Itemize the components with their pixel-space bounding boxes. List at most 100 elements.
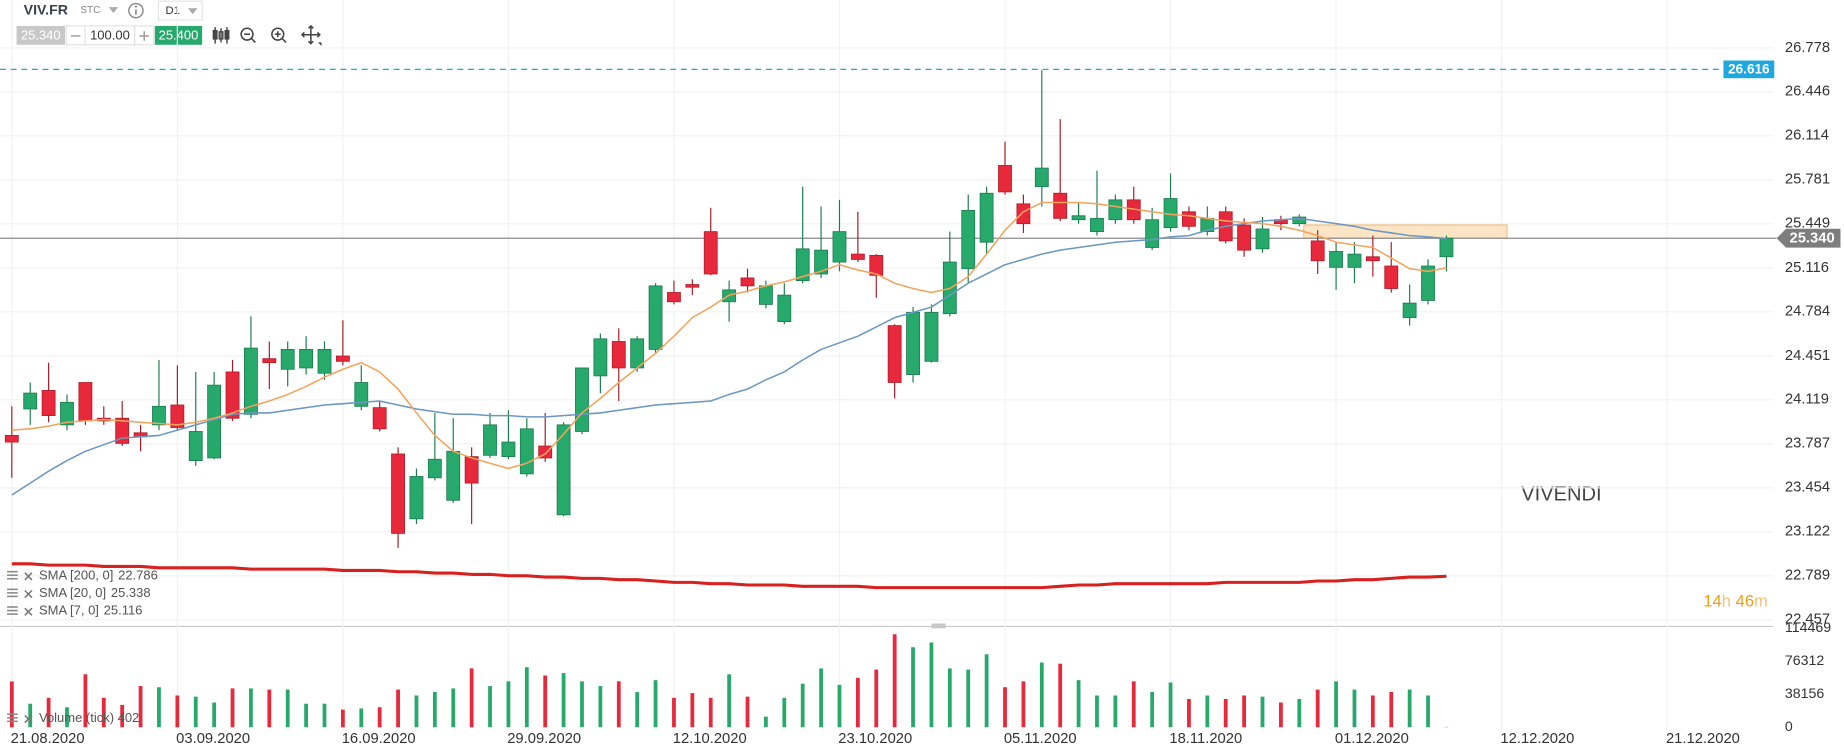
volume-bar (1242, 695, 1247, 728)
zoom-out-icon[interactable] (240, 27, 256, 43)
candle-body (740, 277, 755, 287)
volume-value[interactable]: 100.00 (90, 27, 130, 42)
chart-type-icon[interactable] (212, 27, 230, 44)
volume-bar (764, 716, 768, 728)
buy-price[interactable]: 25.400 (159, 27, 199, 42)
volume-bar (580, 681, 584, 728)
volume-bar (120, 704, 125, 728)
y-tick-label: 22.789 (1785, 568, 1830, 584)
legend-value: 402 (118, 710, 140, 725)
zoom-in-icon[interactable] (271, 27, 287, 43)
candle-body (78, 382, 93, 422)
volume-bar (1279, 702, 1283, 728)
candle-body (391, 453, 405, 534)
volume-bar (469, 668, 474, 728)
candle-body (1108, 199, 1123, 221)
price-label-box (1776, 228, 1841, 248)
legend-name: Volume (tick) (39, 710, 114, 725)
candle-body (777, 294, 792, 323)
volume-bar (892, 634, 897, 728)
candle-body (1182, 211, 1196, 227)
y-tick-label: 26.778 (1785, 40, 1830, 56)
move-icon[interactable] (300, 24, 322, 46)
market: STC (80, 5, 100, 16)
legend-icons[interactable] (7, 606, 33, 616)
candle-body (409, 476, 424, 520)
volume-bar (1352, 689, 1357, 728)
pane-handle[interactable] (931, 623, 946, 629)
y-tick-label: 24.784 (1785, 304, 1830, 320)
symbol[interactable]: VIV.FR (24, 2, 68, 18)
x-tick-label: 21.12.2020 (1666, 731, 1740, 747)
sma-line (11, 201, 1447, 470)
volume-bar (635, 691, 640, 728)
timeframe-box[interactable] (157, 0, 203, 21)
volume-bar (800, 683, 805, 728)
candle-body (60, 401, 74, 426)
sell-box[interactable] (16, 25, 66, 45)
volume-bar (1076, 680, 1081, 728)
volume-bar (83, 674, 88, 728)
countdown-part: m (1754, 592, 1768, 611)
y-tick-label: 23.787 (1785, 436, 1830, 452)
countdown-part: 46 (1736, 592, 1754, 611)
volume-bar (819, 668, 823, 728)
volume-bar (1297, 699, 1302, 728)
volume-bar (653, 680, 658, 728)
volume-bar (874, 669, 879, 728)
timeframe[interactable]: D1 (165, 5, 179, 17)
volume-legend-icons[interactable] (7, 713, 33, 724)
volume-tick-label: 114469 (1785, 620, 1831, 636)
candle-body (335, 355, 350, 362)
candle-body (188, 431, 203, 461)
legend-name: SMA [200, 0] (39, 568, 113, 583)
sell-price[interactable]: 25.340 (21, 27, 61, 42)
volume-bar (1389, 691, 1394, 728)
candle-body (354, 382, 369, 407)
candle-body (648, 285, 663, 350)
volume-bar (929, 642, 934, 728)
x-tick-label: 21.08.2020 (11, 731, 85, 747)
volume-bar (911, 647, 915, 728)
dropdown[interactable] (108, 7, 119, 13)
candle-body (703, 231, 718, 275)
volume-bar (1058, 663, 1063, 728)
candle-body (906, 311, 920, 375)
candle-body (795, 248, 810, 281)
volume-bar (157, 687, 161, 728)
candle-body (814, 249, 829, 275)
candle-body (262, 358, 277, 364)
volume-bar (1095, 695, 1099, 728)
volume-bar (727, 674, 732, 728)
volume-tick-label: 0 (1785, 719, 1793, 735)
volume-bar (432, 691, 437, 728)
legend-icons[interactable] (7, 588, 33, 599)
volume-bar (267, 689, 272, 728)
reference-label-box (1723, 60, 1775, 79)
buy-box[interactable] (154, 25, 203, 45)
legend-remove-icon (24, 607, 33, 616)
candle-body (23, 392, 38, 410)
candle-body (446, 450, 461, 501)
candle-body (501, 441, 516, 458)
volume-bar (304, 703, 308, 728)
volume-bar (322, 703, 327, 728)
candle-body (244, 347, 258, 415)
dropdown[interactable] (187, 8, 198, 15)
volume-bar (230, 688, 235, 728)
volume-bar (1205, 695, 1210, 728)
x-tick-label: 01.12.2020 (1335, 731, 1409, 747)
candle-body (152, 405, 166, 426)
legend-icons[interactable] (7, 570, 33, 581)
volume-bar (1131, 681, 1136, 728)
volume-bar (1187, 699, 1191, 728)
volume-bar (1334, 681, 1338, 728)
legend-entry: SMA [7, 0] 25.116 (39, 603, 142, 618)
volume-bar (377, 707, 382, 728)
volume-bar (1315, 689, 1320, 728)
info-icon[interactable] (128, 2, 144, 19)
sma-line (11, 562, 1447, 590)
y-tick-label: 24.451 (1785, 348, 1830, 364)
volume-bar (1223, 699, 1228, 728)
candle-body (1365, 256, 1380, 262)
